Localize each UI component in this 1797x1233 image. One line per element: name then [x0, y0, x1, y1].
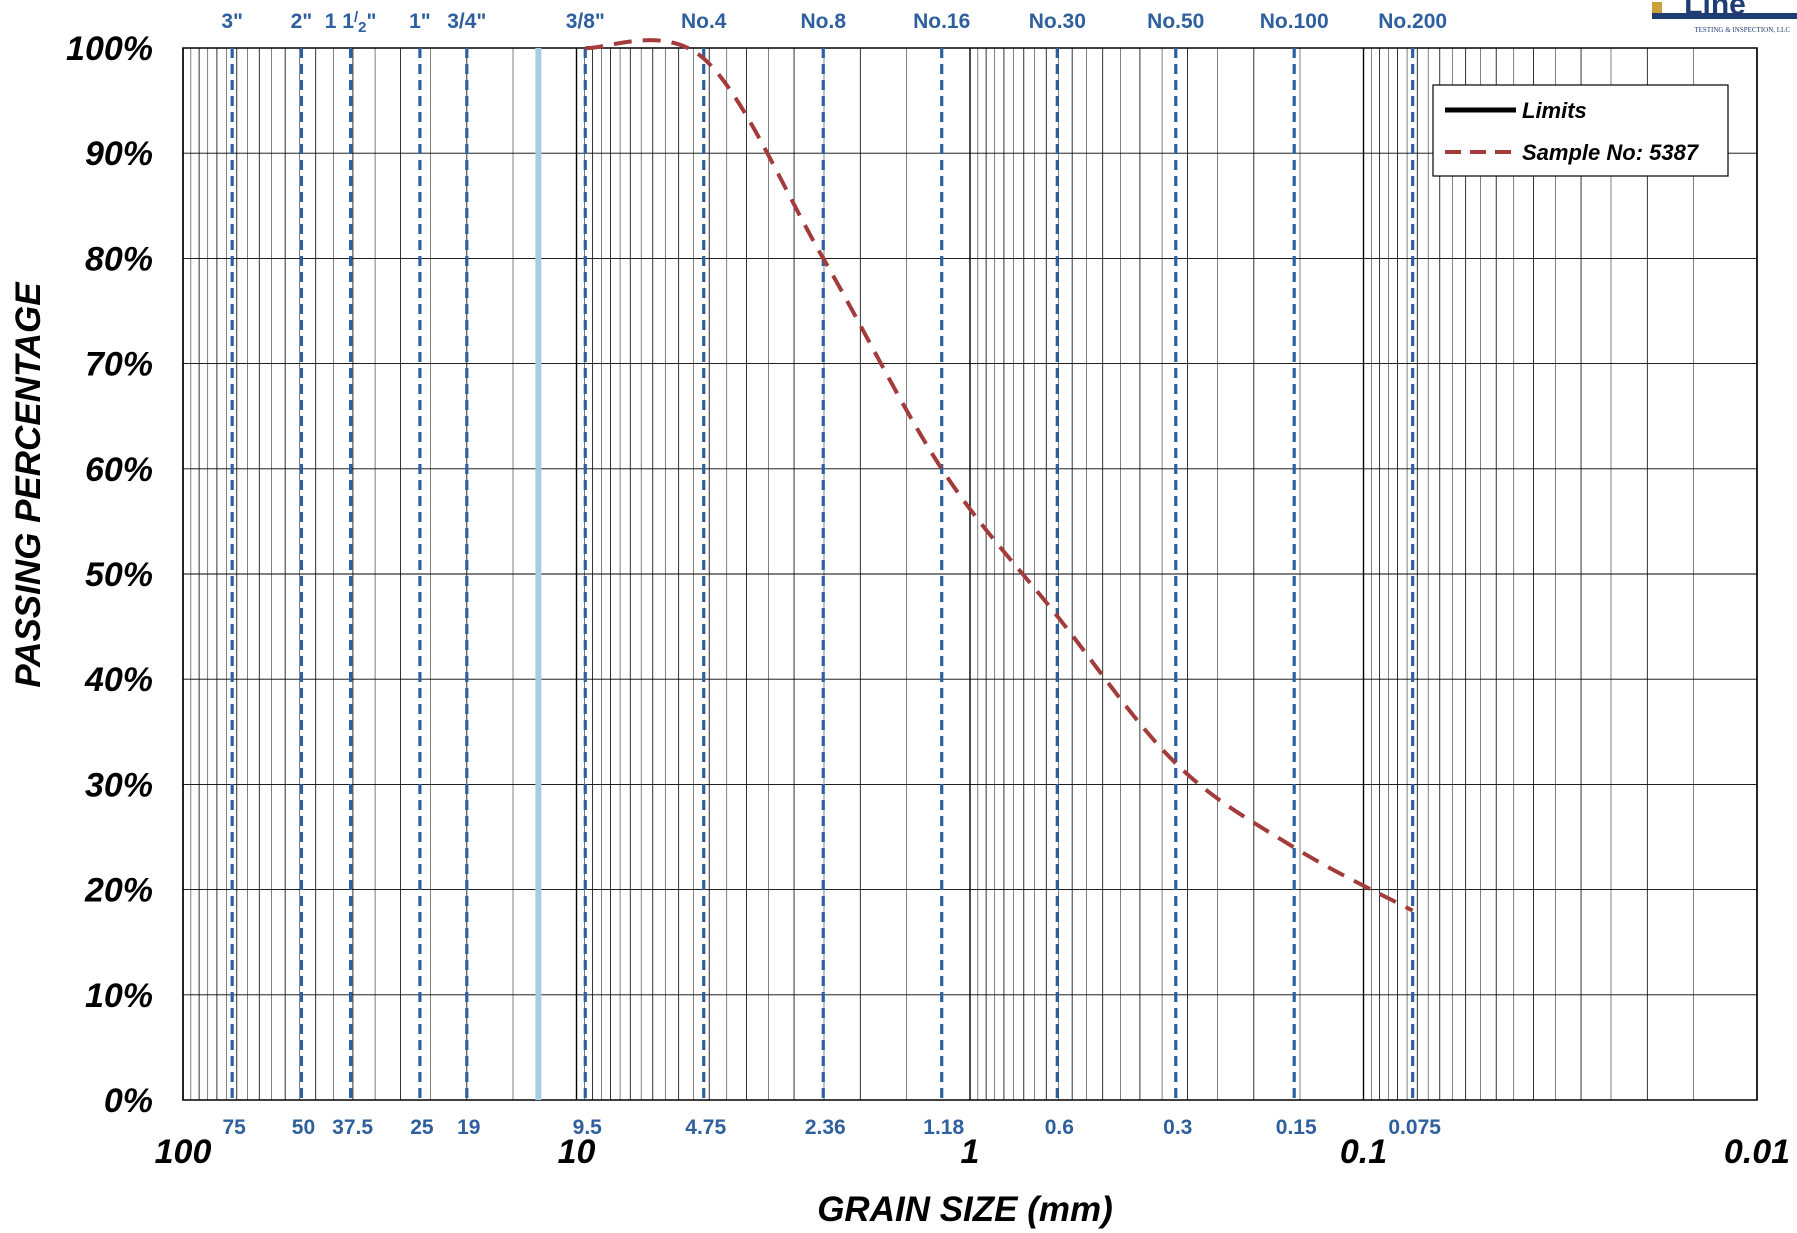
- y-tick-labels: 100% 90% 80% 70% 60% 50% 40% 30% 20% 10% 0%: [66, 30, 153, 1120]
- legend-box: [1432, 84, 1729, 177]
- logo-bar: [1652, 13, 1797, 19]
- sieve-size-label: 25: [410, 1116, 434, 1139]
- sieve-name-label: 1": [409, 10, 431, 33]
- x-axis-title: GRAIN SIZE (mm): [817, 1190, 1113, 1229]
- x-tick-labels: 100 10 1 0.1 0.01: [155, 1133, 1790, 1171]
- sieve-size-label: 1.18: [923, 1116, 964, 1139]
- sieve-size-label: 9.5: [573, 1116, 603, 1139]
- y-tick-label: 50%: [85, 556, 153, 594]
- y-tick-label: 100%: [66, 30, 153, 68]
- y-tick-label: 60%: [85, 451, 153, 489]
- logo-wordmark: Line: [1684, 0, 1746, 21]
- sieve-name-label: No.200: [1378, 10, 1447, 33]
- sieve-name-label: 3": [221, 10, 243, 33]
- y-tick-label: 30%: [85, 766, 153, 804]
- y-tick-label: 10%: [85, 977, 153, 1015]
- sieve-size-label: 0.6: [1045, 1116, 1074, 1139]
- y-tick-label: 20%: [84, 872, 153, 910]
- sieve-lines: 3" 75 2" 50 1 1/2" 37.5 1" 25 3/4" 19 3/8" 9.5 No.4 4…: [221, 9, 1447, 1139]
- sieve-size-label: 75: [222, 1116, 246, 1139]
- x-tick-label: 1: [961, 1133, 980, 1171]
- company-logo: Line TESTING & INSPECTION, LLC: [1652, 0, 1797, 34]
- logo-mark: [1652, 2, 1662, 13]
- x-tick-label: 0.01: [1724, 1133, 1790, 1171]
- y-tick-label: 80%: [85, 240, 153, 278]
- sieve-name-label: No.16: [913, 10, 970, 33]
- sieve-name-label: 2": [291, 10, 313, 33]
- sieve-size-label: 2.36: [805, 1116, 846, 1139]
- series-group: [585, 38, 1414, 913]
- legend-label-sample: Sample No: 5387: [1522, 140, 1700, 165]
- grid: [182, 47, 1758, 1101]
- plot-area-frame: [182, 47, 1758, 1101]
- sieve-size-label: 4.75: [685, 1116, 726, 1139]
- sieve-name-label: No.8: [801, 10, 847, 33]
- sieve-size-label: 0.075: [1388, 1116, 1441, 1139]
- y-tick-label: 70%: [85, 346, 153, 384]
- x-tick-label: 10: [558, 1133, 596, 1171]
- x-tick-label: 100: [155, 1133, 212, 1171]
- sieve-name-label: No.50: [1147, 10, 1204, 33]
- sieve-name-label: No.4: [681, 10, 727, 33]
- sieve-size-label: 0.3: [1163, 1116, 1192, 1139]
- series-line-sample: [585, 38, 1414, 913]
- y-tick-label: 90%: [85, 135, 153, 173]
- logo-tagline: TESTING & INSPECTION, LLC: [1694, 26, 1790, 34]
- sieve-size-label: 19: [457, 1116, 480, 1139]
- x-tick-label: 0.1: [1340, 1133, 1387, 1171]
- y-tick-label: 40%: [84, 661, 153, 699]
- sieve-name-label: 1 1/2": [325, 9, 377, 36]
- legend-label-limits: Limits: [1522, 98, 1587, 123]
- sieve-size-label: 0.15: [1276, 1116, 1317, 1139]
- sieve-name-label: 3/4": [447, 10, 486, 33]
- sieve-name-label: No.30: [1029, 10, 1086, 33]
- y-tick-label: 0%: [104, 1082, 153, 1120]
- legend: Limits Sample No: 5387: [1432, 84, 1729, 177]
- sieve-name-label: 3/8": [566, 10, 605, 33]
- sieve-name-label: No.100: [1260, 10, 1329, 33]
- sieve-size-label: 50: [292, 1116, 315, 1139]
- sieve-size-label: 37.5: [332, 1116, 373, 1139]
- y-axis-title: PASSING PERCENTAGE: [9, 281, 48, 688]
